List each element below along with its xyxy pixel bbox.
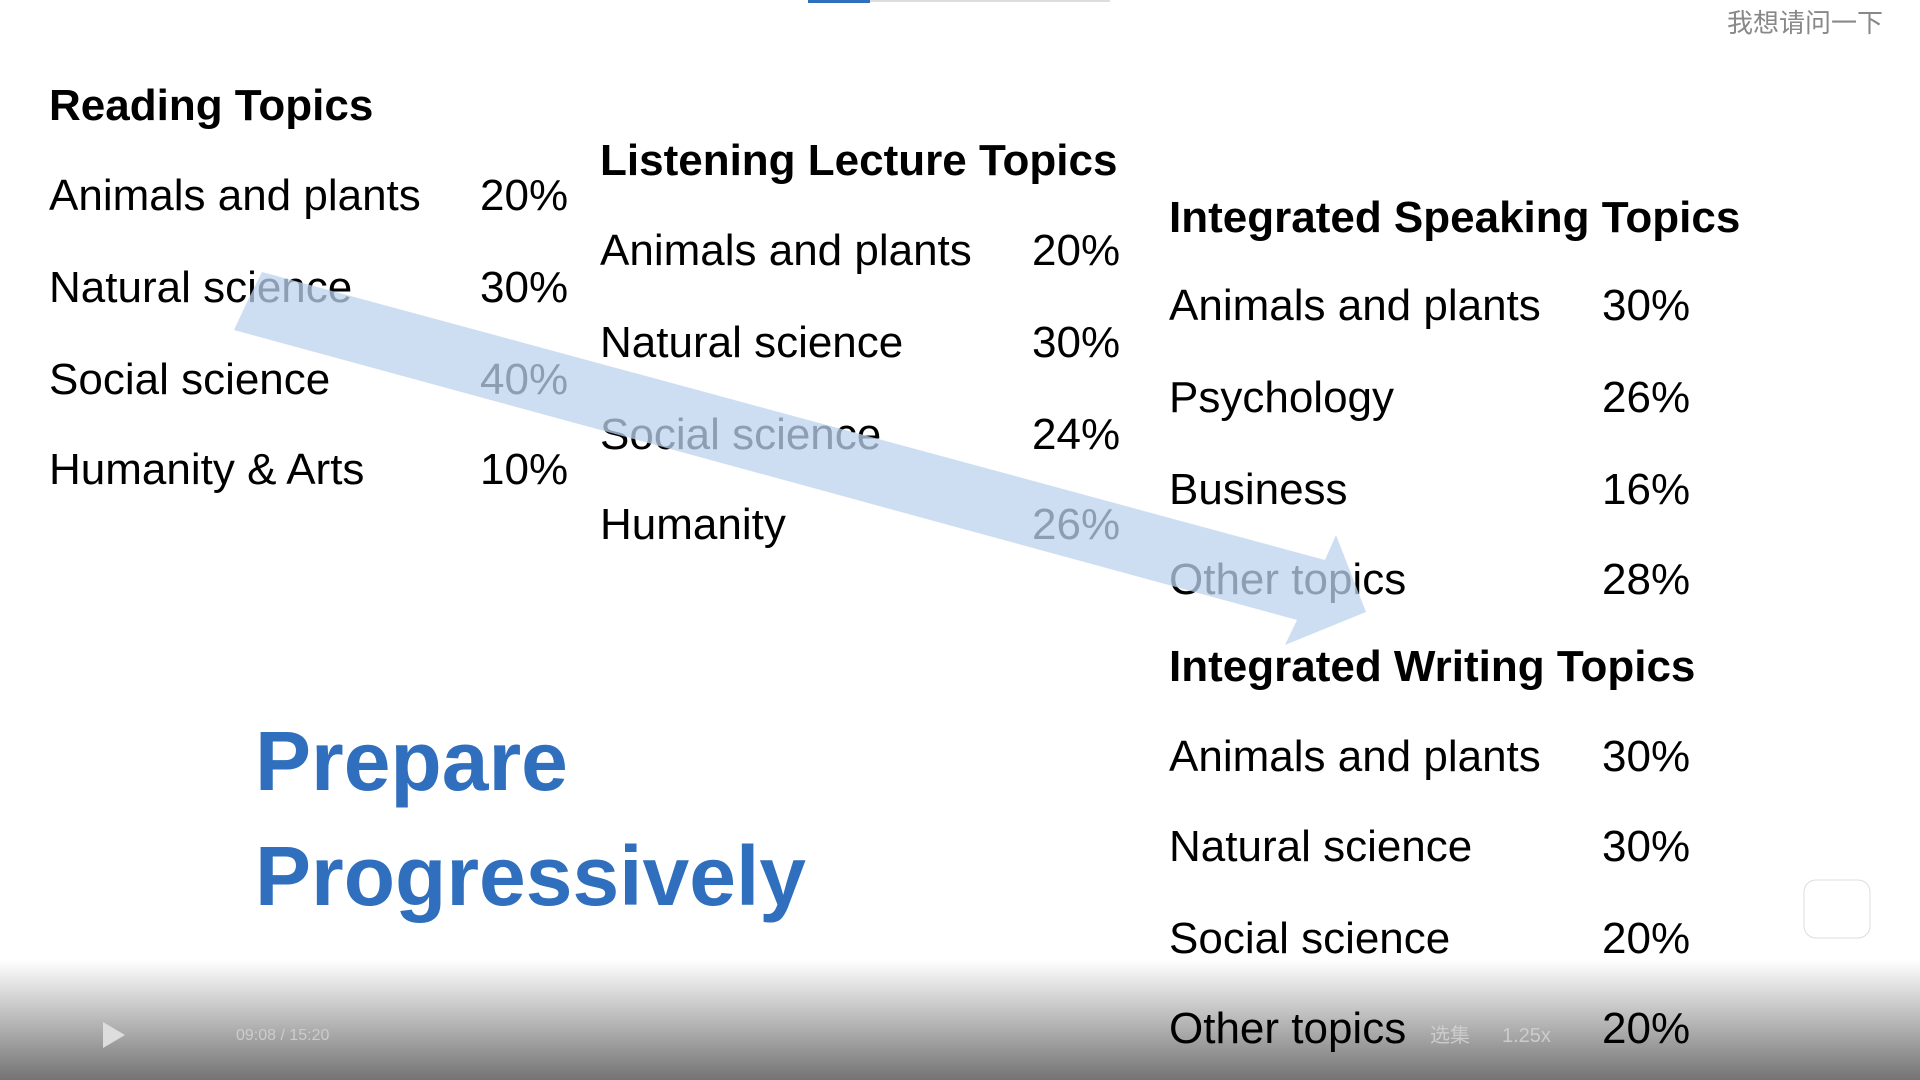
danmaku: 我想请问一下 [1727, 8, 1883, 38]
topic-name: Social science [49, 355, 330, 404]
topic-percent: 30% [1602, 732, 1690, 781]
play-button[interactable] [103, 1022, 125, 1048]
topic-percent: 20% [480, 171, 568, 220]
topic-percent: 30% [480, 263, 568, 312]
topic-name: Humanity [600, 500, 786, 549]
topic-percent: 30% [1032, 318, 1120, 367]
topic-name: Natural science [1169, 822, 1472, 871]
topic-name: Business [1169, 465, 1348, 514]
slogan: Prepare [255, 714, 568, 808]
episodes-button[interactable]: 选集 [1430, 1024, 1470, 1047]
section-title: Listening Lecture Topics [600, 136, 1117, 185]
topic-percent: 16% [1602, 465, 1690, 514]
mini-button[interactable] [1803, 879, 1871, 939]
topic-percent: 30% [1602, 822, 1690, 871]
arrow [234, 272, 1366, 645]
topic-name: Humanity & Arts [49, 445, 364, 494]
control-bar [0, 960, 1920, 1080]
topic-percent: 20% [1602, 914, 1690, 963]
topic-percent: 24% [1032, 410, 1120, 459]
topic-percent: 26% [1602, 373, 1690, 422]
topic-name: Natural science [600, 318, 903, 367]
progress-track [870, 0, 1110, 2]
topic-percent: 10% [480, 445, 568, 494]
topic-name: Animals and plants [1169, 732, 1541, 781]
topic-name: Animals and plants [600, 226, 972, 275]
topic-percent: 30% [1602, 281, 1690, 330]
section-title: Integrated Writing Topics [1169, 642, 1695, 691]
topic-percent: 28% [1602, 555, 1690, 604]
topic-name: Animals and plants [49, 171, 421, 220]
progress [808, 0, 870, 3]
slogan: Progressively [255, 829, 806, 923]
topic-name: Animals and plants [1169, 281, 1541, 330]
time: 09:08 / 15:20 [236, 1027, 330, 1044]
speed-button[interactable]: 1.25x [1502, 1025, 1551, 1047]
topic-percent: 20% [1032, 226, 1120, 275]
topic-name: Social science [1169, 914, 1450, 963]
topic-name: Psychology [1169, 373, 1394, 422]
section-title: Reading Topics [49, 81, 373, 130]
section-title: Integrated Speaking Topics [1169, 193, 1740, 242]
